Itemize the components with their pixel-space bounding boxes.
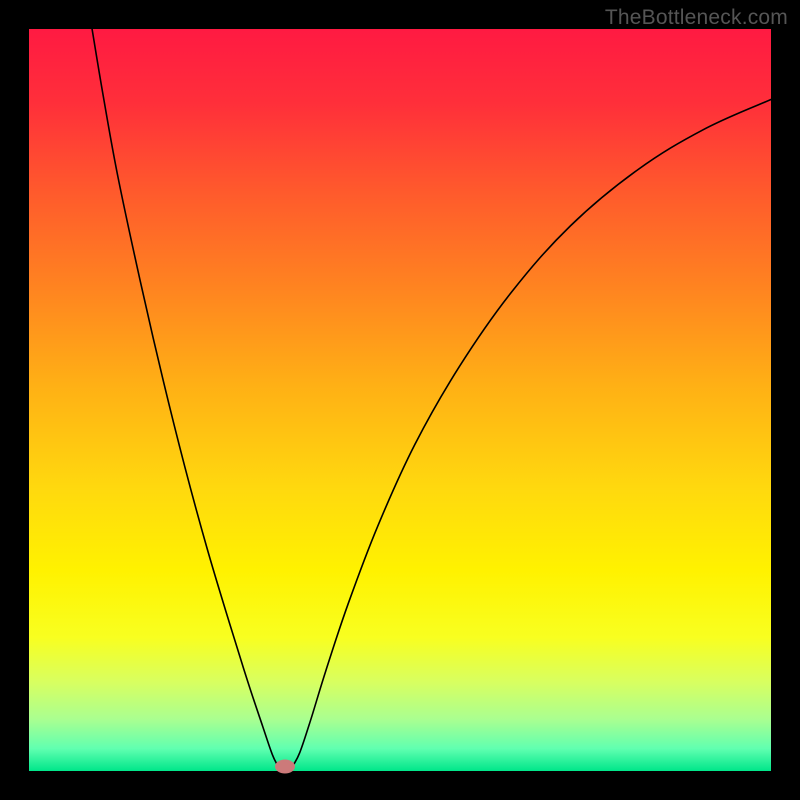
optimal-point-marker bbox=[275, 760, 295, 774]
watermark-label: TheBottleneck.com bbox=[605, 6, 788, 30]
chart-canvas: TheBottleneck.com bbox=[0, 0, 800, 800]
plot-background bbox=[29, 29, 771, 771]
bottleneck-chart bbox=[0, 0, 800, 800]
